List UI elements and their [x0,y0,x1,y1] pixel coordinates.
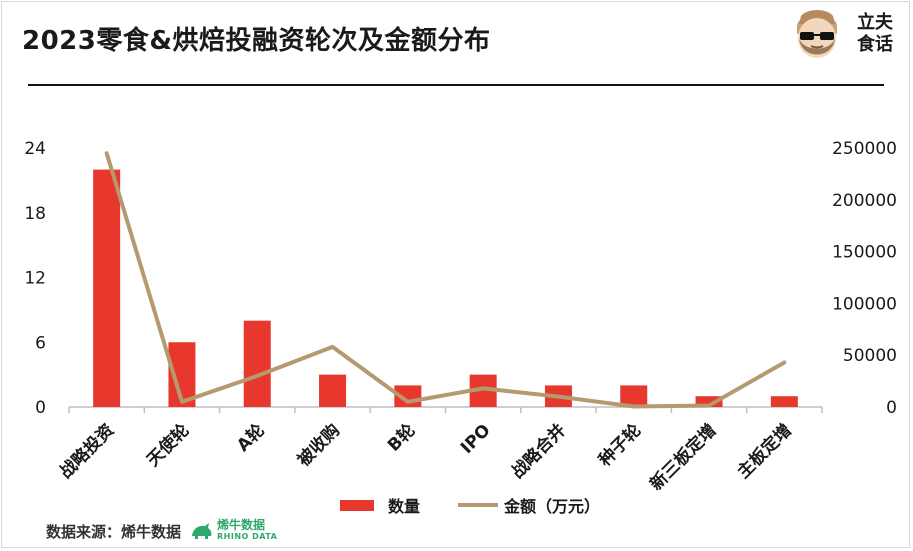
category-label: 新三板定增 [646,420,721,495]
brand-line-1: 立夫 [857,12,893,33]
rhino-icon [192,523,212,539]
line-series [104,151,787,409]
y-right-tick-label: 0 [886,398,897,418]
y-right-tick-label: 100000 [832,294,897,314]
tick-labels: 0 6 12 18 24 0 50000 100000 150000 200000 250000 [24,139,897,418]
brand-name: 立夫 食话 [853,12,897,56]
category-label: B轮 [383,420,419,456]
y-left-tick-label: 6 [35,333,46,353]
line-point [632,404,636,408]
bearded-face-icon [797,10,837,58]
y-right-tick-label: 250000 [832,139,897,159]
amount-line [104,151,787,409]
bar [93,169,121,407]
category-label: 天使轮 [143,420,194,471]
legend-item-bar: 数量 [340,493,420,517]
legend-swatch-line [458,503,498,507]
line-point [331,345,335,349]
bar-series [93,169,798,407]
y-left-tick-label: 24 [24,139,46,159]
line-point [481,386,485,390]
line-point [255,374,259,378]
line-point [105,151,109,155]
line-point [180,400,184,404]
bar [319,374,347,407]
source-label: 数据来源：烯牛数据 [46,522,182,541]
line-point [782,360,786,364]
line-point [406,400,410,404]
category-label: 主板定增 [733,420,796,483]
category-label: 战略合并 [507,420,570,483]
brand-logo: 立夫 食话 [787,8,897,68]
bar [620,385,648,407]
y-right-tick-label: 50000 [843,346,897,366]
brand-line-2: 食话 [857,34,893,55]
bar [243,320,271,407]
data-source: 数据来源：烯牛数据 烯牛数据 RHINO DATA [46,518,278,542]
legend-label-bar: 数量 [388,497,421,516]
legend: 数量 金额（万元） [0,493,913,517]
title-divider [28,84,884,86]
legend-swatch-bar [340,499,374,511]
category-label: 被收购 [293,420,344,471]
category-label: IPO [457,420,495,458]
category-labels: 战略投资 天使轮 A轮 被收购 B轮 IPO 战略合并 种子轮 新三板定增 主板定增 [55,420,796,495]
rhino-data-logo: 烯牛数据 RHINO DATA [191,518,278,542]
y-left-tick-label: 18 [24,204,46,224]
bar [695,396,723,407]
y-left-tick-label: 0 [35,398,46,418]
category-label: 种子轮 [594,420,646,472]
bar [770,396,798,407]
logo-words: 烯牛数据 RHINO DATA [217,518,278,542]
line-point [707,403,711,407]
logo-en: RHINO DATA [217,532,278,541]
legend-label-line: 金额（万元） [504,497,601,516]
chart-axes [68,406,823,413]
line-point [556,395,560,399]
category-label: 战略投资 [55,420,118,483]
legend-item-line: 金额（万元） [458,493,600,517]
category-label: A轮 [233,420,269,456]
page-title: 2023零食&烘焙投融资轮次及金额分布 [22,26,491,56]
y-left-tick-label: 12 [24,269,46,289]
logo-cn: 烯牛数据 [217,518,266,532]
y-right-tick-label: 200000 [832,191,897,211]
y-right-tick-label: 150000 [832,243,897,263]
